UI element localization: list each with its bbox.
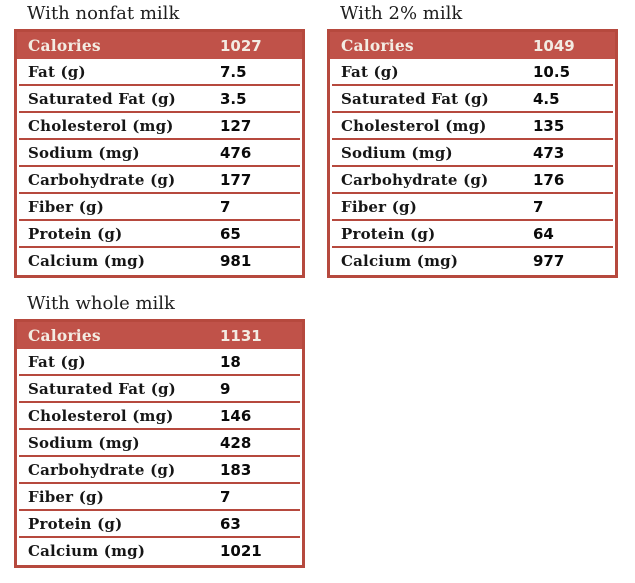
nutrient-value: 65	[220, 224, 241, 243]
nutrition-block-2pct-milk: With 2% milk Calories 1049 Fat (g) 10.5 …	[327, 3, 618, 278]
nutrient-label: Fiber (g)	[341, 197, 417, 216]
nutrient-label: Cholesterol (mg)	[28, 116, 174, 135]
table-row: Calcium (mg) 1021	[19, 536, 300, 563]
nutrient-label: Fat (g)	[28, 62, 86, 81]
table-row: Protein (g) 65	[19, 219, 300, 246]
nutrient-value: 177	[220, 170, 252, 189]
header-label: Calories	[28, 326, 101, 345]
nutrient-value: 10.5	[533, 62, 571, 81]
table-title: With nonfat milk	[27, 3, 180, 24]
nutrient-label: Sodium (mg)	[341, 143, 453, 162]
nutrient-label: Calcium (mg)	[28, 251, 146, 270]
table-row: Fiber (g) 7	[332, 192, 613, 219]
nutrient-value: 7	[533, 197, 544, 216]
nutrient-value: 1021	[220, 541, 262, 560]
nutrient-value: 7	[220, 487, 231, 506]
nutrient-label: Protein (g)	[28, 224, 123, 243]
nutrition-block-nonfat-milk: With nonfat milk Calories 1027 Fat (g) 7…	[14, 3, 305, 278]
nutrient-value: 7	[220, 197, 231, 216]
nutrient-value: 183	[220, 460, 252, 479]
table-row: Carbohydrate (g) 176	[332, 165, 613, 192]
nutrient-value: 176	[533, 170, 565, 189]
table-header-row: Calories 1049	[330, 32, 615, 59]
nutrition-block-whole-milk: With whole milk Calories 1131 Fat (g) 18…	[14, 293, 305, 568]
table-row: Sodium (mg) 476	[19, 138, 300, 165]
table-row: Cholesterol (mg) 146	[19, 401, 300, 428]
table-row: Protein (g) 63	[19, 509, 300, 536]
nutrient-label: Cholesterol (mg)	[28, 406, 174, 425]
header-label: Calories	[341, 36, 414, 55]
table-row: Cholesterol (mg) 135	[332, 111, 613, 138]
nutrient-label: Carbohydrate (g)	[341, 170, 489, 189]
nutrient-label: Cholesterol (mg)	[341, 116, 487, 135]
nutrient-label: Saturated Fat (g)	[341, 89, 489, 108]
nutrient-label: Sodium (mg)	[28, 433, 140, 452]
table-row: Carbohydrate (g) 177	[19, 165, 300, 192]
nutrient-value: 127	[220, 116, 252, 135]
table-title: With whole milk	[27, 293, 175, 314]
nutrient-label: Saturated Fat (g)	[28, 379, 176, 398]
nutrient-label: Fiber (g)	[28, 197, 104, 216]
nutrient-value: 473	[533, 143, 565, 162]
table-row: Fiber (g) 7	[19, 482, 300, 509]
nutrient-value: 18	[220, 352, 241, 371]
nutrient-label: Sodium (mg)	[28, 143, 140, 162]
table-header-row: Calories 1131	[17, 322, 302, 349]
table-row: Saturated Fat (g) 3.5	[19, 84, 300, 111]
nutrient-value: 63	[220, 514, 241, 533]
nutrient-value: 3.5	[220, 89, 247, 108]
nutrient-value: 981	[220, 251, 252, 270]
nutrient-value: 977	[533, 251, 565, 270]
table-row: Sodium (mg) 473	[332, 138, 613, 165]
nutrient-value: 428	[220, 433, 252, 452]
table-row: Fat (g) 10.5	[332, 59, 613, 84]
table-header-row: Calories 1027	[17, 32, 302, 59]
table-row: Sodium (mg) 428	[19, 428, 300, 455]
header-value: 1131	[220, 326, 262, 345]
table-row: Fat (g) 18	[19, 349, 300, 374]
nutrient-label: Fiber (g)	[28, 487, 104, 506]
table-row: Fiber (g) 7	[19, 192, 300, 219]
nutrient-label: Calcium (mg)	[28, 541, 146, 560]
nutrient-label: Saturated Fat (g)	[28, 89, 176, 108]
table-row: Carbohydrate (g) 183	[19, 455, 300, 482]
table-row: Calcium (mg) 981	[19, 246, 300, 273]
nutrient-label: Carbohydrate (g)	[28, 170, 176, 189]
table-row: Cholesterol (mg) 127	[19, 111, 300, 138]
table-row: Saturated Fat (g) 4.5	[332, 84, 613, 111]
table-row: Fat (g) 7.5	[19, 59, 300, 84]
nutrient-value: 9	[220, 379, 231, 398]
nutrient-label: Calcium (mg)	[341, 251, 459, 270]
nutrient-label: Fat (g)	[341, 62, 399, 81]
nutrient-value: 135	[533, 116, 565, 135]
nutrient-label: Carbohydrate (g)	[28, 460, 176, 479]
nutrient-value: 4.5	[533, 89, 560, 108]
nutrient-value: 7.5	[220, 62, 247, 81]
nutrition-table-2pct-milk: Calories 1049 Fat (g) 10.5 Saturated Fat…	[327, 29, 618, 278]
nutrition-table-whole-milk: Calories 1131 Fat (g) 18 Saturated Fat (…	[14, 319, 305, 568]
table-row: Calcium (mg) 977	[332, 246, 613, 273]
nutrient-label: Fat (g)	[28, 352, 86, 371]
table-row: Protein (g) 64	[332, 219, 613, 246]
nutrition-table-nonfat-milk: Calories 1027 Fat (g) 7.5 Saturated Fat …	[14, 29, 305, 278]
nutrient-value: 146	[220, 406, 252, 425]
header-value: 1027	[220, 36, 262, 55]
nutrient-label: Protein (g)	[28, 514, 123, 533]
header-value: 1049	[533, 36, 575, 55]
header-label: Calories	[28, 36, 101, 55]
nutrient-value: 64	[533, 224, 554, 243]
table-title: With 2% milk	[340, 3, 463, 24]
nutrient-label: Protein (g)	[341, 224, 436, 243]
nutrient-value: 476	[220, 143, 252, 162]
table-row: Saturated Fat (g) 9	[19, 374, 300, 401]
